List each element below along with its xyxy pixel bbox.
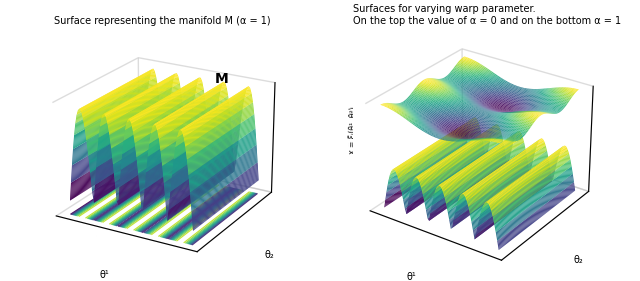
Title: Surface representing the manifold M (α = 1): Surface representing the manifold M (α =… — [54, 16, 271, 26]
Text: Surfaces for varying warp parameter.
On the top the value of α = 0 and on the bo: Surfaces for varying warp parameter. On … — [353, 4, 621, 26]
Y-axis label: θ₂: θ₂ — [265, 250, 275, 260]
Y-axis label: θ₂: θ₂ — [573, 255, 584, 265]
X-axis label: θ¹: θ¹ — [406, 271, 416, 281]
X-axis label: θ¹: θ¹ — [99, 270, 109, 280]
